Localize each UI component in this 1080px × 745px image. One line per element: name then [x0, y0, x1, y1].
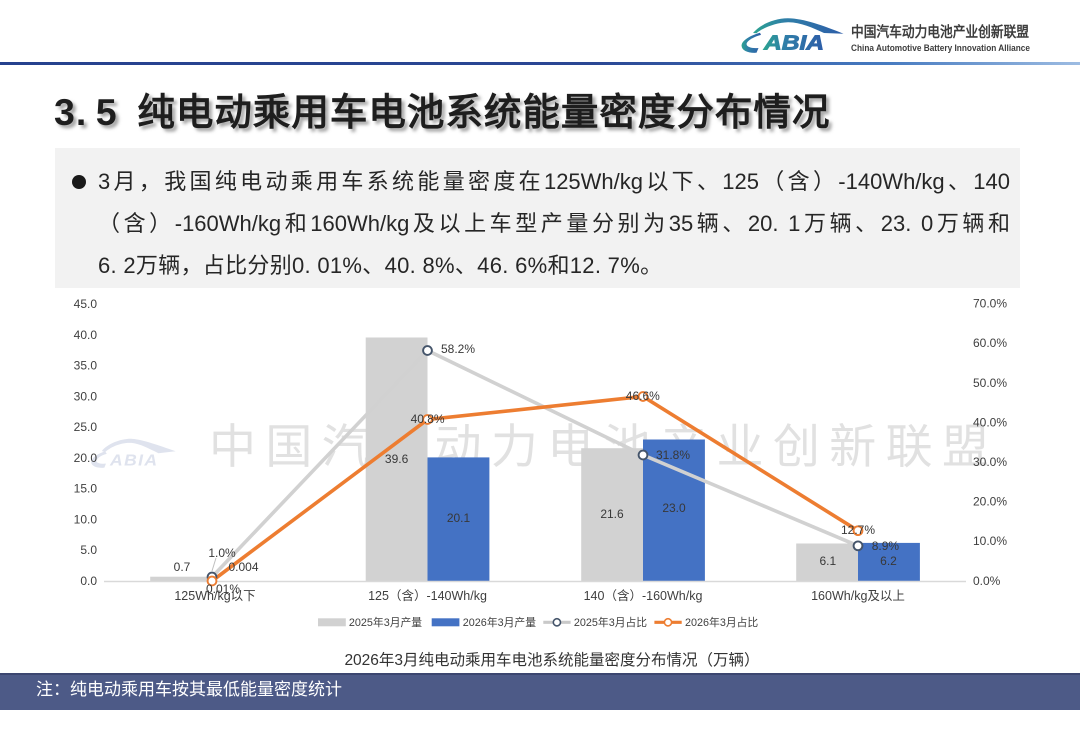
svg-text:40.0: 40.0: [74, 328, 98, 342]
svg-text:6.1: 6.1: [819, 554, 836, 568]
svg-text:21.6: 21.6: [600, 507, 624, 521]
svg-text:ABIA: ABIA: [109, 453, 159, 470]
svg-text:12.7%: 12.7%: [841, 523, 875, 537]
svg-text:0.01%: 0.01%: [206, 582, 240, 596]
svg-text:20.1: 20.1: [447, 511, 471, 525]
svg-text:70.0%: 70.0%: [973, 297, 1007, 311]
svg-text:30.0: 30.0: [74, 389, 98, 403]
svg-text:0.0: 0.0: [80, 574, 97, 588]
svg-text:45.0: 45.0: [74, 297, 98, 311]
svg-text:2025年3月占比: 2025年3月占比: [574, 615, 647, 629]
svg-text:中国汽车动力电池产业创新联盟: 中国汽车动力电池产业创新联盟: [851, 23, 1029, 41]
svg-text:0.7: 0.7: [174, 560, 191, 574]
svg-text:39.6: 39.6: [385, 452, 409, 466]
svg-text:20.0%: 20.0%: [973, 495, 1007, 509]
svg-text:125Wh/kg以下: 125Wh/kg以下: [174, 589, 255, 603]
svg-text:40.8%: 40.8%: [411, 412, 445, 426]
svg-text:23.0: 23.0: [662, 501, 686, 515]
svg-text:140（含）-160Wh/kg: 140（含）-160Wh/kg: [584, 588, 703, 603]
svg-text:35.0: 35.0: [74, 359, 98, 373]
svg-text:China Automotive Battery Innov: China Automotive Battery Innovation Alli…: [851, 43, 1030, 54]
svg-text:160Wh/kg及以上: 160Wh/kg及以上: [811, 589, 905, 603]
svg-text:15.0: 15.0: [74, 482, 98, 496]
svg-text:50.0%: 50.0%: [973, 376, 1007, 390]
svg-text:46.6%: 46.6%: [626, 389, 660, 403]
svg-text:31.8%: 31.8%: [656, 448, 690, 462]
svg-text:10.0%: 10.0%: [973, 534, 1007, 548]
svg-text:30.0%: 30.0%: [973, 455, 1007, 469]
svg-text:25.0: 25.0: [74, 420, 98, 434]
svg-text:1.0%: 1.0%: [208, 546, 236, 560]
svg-text:10.0: 10.0: [74, 512, 98, 526]
svg-text:8.9%: 8.9%: [872, 539, 900, 553]
svg-text:58.2%: 58.2%: [441, 342, 475, 356]
svg-text:2026年3月占比: 2026年3月占比: [685, 615, 758, 629]
svg-text:6.2: 6.2: [880, 554, 897, 568]
svg-text:0.0%: 0.0%: [973, 574, 1001, 588]
svg-text:125（含）-140Wh/kg: 125（含）-140Wh/kg: [368, 588, 487, 603]
svg-text:40.0%: 40.0%: [973, 415, 1007, 429]
svg-text:5.0: 5.0: [80, 543, 97, 557]
svg-text:60.0%: 60.0%: [973, 336, 1007, 350]
svg-text:20.0: 20.0: [74, 451, 98, 465]
svg-text:ABIA: ABIA: [763, 33, 824, 55]
svg-text:2026年3月产量: 2026年3月产量: [463, 615, 536, 629]
svg-text:0.004: 0.004: [228, 560, 258, 574]
svg-text:2025年3月产量: 2025年3月产量: [349, 615, 422, 629]
